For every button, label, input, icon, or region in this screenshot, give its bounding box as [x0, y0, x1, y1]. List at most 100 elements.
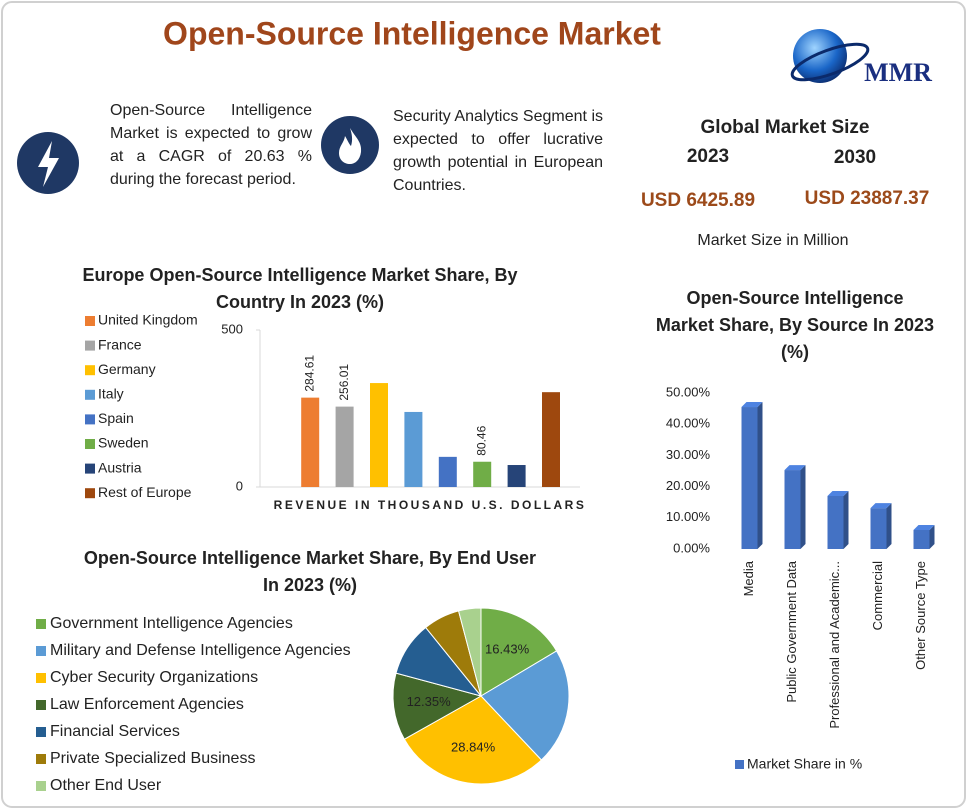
- bar: [741, 407, 758, 549]
- x-tick-label: Professional and Academic...: [827, 561, 842, 729]
- bar: [784, 470, 801, 549]
- data-label: 12.35%: [407, 694, 452, 709]
- legend-label: United Kingdom: [98, 312, 198, 328]
- chart-title: Europe Open-Source Intelligence Market S…: [82, 265, 518, 312]
- bar: [370, 383, 388, 487]
- market-year: 2030: [834, 147, 876, 168]
- data-label: 284.61: [302, 355, 316, 392]
- legend-label: Cyber Security Organizations: [50, 669, 258, 686]
- legend-swatch: [36, 646, 46, 656]
- pie-slice: [392, 672, 483, 740]
- bar: [870, 508, 887, 549]
- logo-globe: [793, 29, 847, 83]
- bar-top: [827, 490, 849, 496]
- x-tick-label: Media: [741, 560, 756, 596]
- pie-slice: [480, 650, 570, 761]
- legend-label: Government Intelligence Agencies: [50, 615, 293, 632]
- highlight-text: Security Analytics Segment is expected t…: [393, 108, 603, 194]
- y-tick-label: 40.00%: [666, 416, 711, 431]
- x-axis-label: REVENUE IN THOUSAND U.S. DOLLARS: [274, 498, 587, 512]
- legend-swatch: [36, 619, 46, 629]
- x-tick-label: Commercial: [870, 561, 885, 630]
- y-tick-label: 0: [236, 478, 243, 493]
- logo-orbit: [790, 42, 870, 82]
- legend-swatch: [36, 781, 46, 791]
- bar: [473, 461, 492, 487]
- y-tick-label: 20.00%: [666, 478, 711, 493]
- legend-swatch: [85, 463, 95, 474]
- legend-label: Private Specialized Business: [50, 750, 255, 767]
- legend-swatch: [735, 760, 744, 769]
- x-tick-label: Other Source Type: [913, 561, 928, 670]
- page-title: Open-Source Intelligence Market: [163, 15, 661, 51]
- bar: [542, 392, 560, 487]
- legend-swatch: [36, 727, 46, 737]
- legend-swatch: [85, 389, 95, 400]
- legend-swatch: [36, 700, 46, 710]
- market-value: USD 23887.37: [805, 188, 930, 209]
- legend-label: Military and Defense Intelligence Agenci…: [50, 642, 351, 659]
- y-tick-label: 10.00%: [666, 509, 711, 524]
- legend-swatch: [85, 488, 95, 499]
- bar: [404, 411, 423, 487]
- bar-side: [929, 524, 935, 549]
- bar-side: [757, 402, 763, 549]
- x-tick-label: Public Government Data: [784, 560, 799, 702]
- market-note: Market Size in Million: [697, 232, 848, 249]
- data-label: 28.84%: [451, 740, 496, 755]
- pie-slice: [457, 607, 482, 697]
- legend-swatch: [36, 754, 46, 764]
- legend-swatch: [85, 414, 95, 425]
- legend-swatch: [85, 316, 95, 326]
- bar: [438, 456, 457, 487]
- pie-slice: [480, 607, 558, 697]
- icon-flame-glyph: [339, 128, 362, 164]
- legend-label: Sweden: [98, 435, 149, 451]
- data-label: 16.43%: [485, 642, 530, 657]
- chart-title: Open-Source Intelligence Market Share, B…: [655, 288, 935, 362]
- market-year: 2023: [687, 146, 729, 167]
- data-label: 80.46: [474, 425, 488, 455]
- legend-label: Other End User: [50, 777, 162, 794]
- icon-bolt-glyph: [38, 141, 59, 187]
- y-tick-label: 500: [221, 321, 243, 336]
- legend-swatch: [36, 673, 46, 683]
- bar: [913, 529, 930, 549]
- legend-label: Law Enforcement Agencies: [50, 696, 244, 713]
- bar-top: [741, 402, 763, 408]
- legend-label: Italy: [98, 386, 124, 402]
- market-title: Global Market Size: [701, 117, 870, 138]
- bar-side: [886, 503, 892, 549]
- bar-top: [870, 503, 892, 509]
- bar-top: [784, 465, 806, 471]
- y-tick-label: 30.00%: [666, 447, 711, 462]
- legend-label: France: [98, 336, 142, 352]
- highlight-text: Open-Source Intelligence Market is expec…: [110, 102, 312, 188]
- bar-side: [843, 490, 849, 549]
- logo-text: MMR: [864, 58, 932, 87]
- legend-label: Spain: [98, 410, 134, 426]
- data-label: 256.01: [337, 364, 351, 401]
- y-tick-label: 50.00%: [666, 384, 711, 399]
- legend-swatch: [85, 340, 95, 351]
- y-tick-label: 0.00%: [673, 540, 710, 555]
- legend-label: Financial Services: [50, 723, 180, 740]
- legend-label: Germany: [98, 361, 156, 377]
- bar-top: [913, 524, 935, 530]
- bar: [301, 397, 320, 487]
- legend-label: Market Share in %: [747, 756, 862, 772]
- chart-title: Open-Source Intelligence Market Share, B…: [83, 548, 537, 595]
- legend-label: Rest of Europe: [98, 484, 192, 500]
- bar: [827, 495, 844, 549]
- bar: [335, 406, 354, 487]
- bar-side: [800, 465, 806, 549]
- legend-swatch: [85, 365, 95, 376]
- legend-label: Austria: [98, 459, 142, 475]
- market-value: USD 6425.89: [641, 190, 755, 211]
- legend-swatch: [85, 439, 95, 449]
- bar: [507, 465, 526, 487]
- pie-slice: [403, 695, 543, 785]
